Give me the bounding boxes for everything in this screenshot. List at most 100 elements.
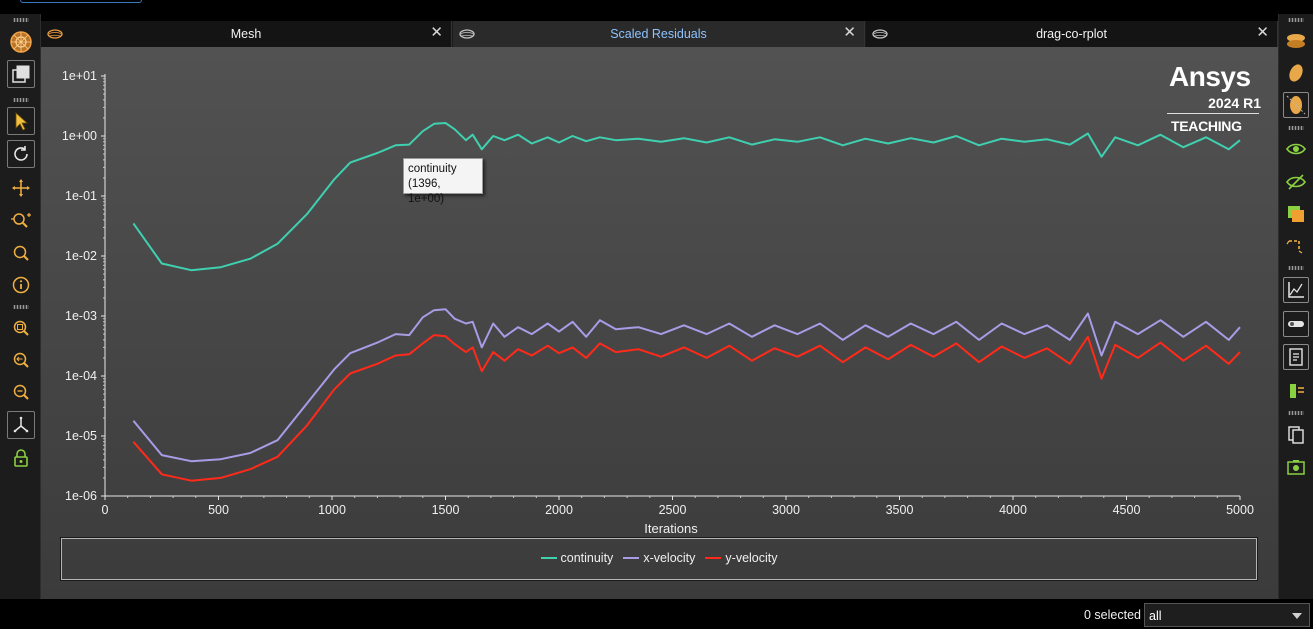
zoom-previous-icon[interactable]: [7, 346, 35, 374]
toolbar-grip[interactable]: [13, 98, 29, 102]
views-icon[interactable]: [7, 60, 35, 88]
lighting-icon[interactable]: [1283, 60, 1309, 86]
series-line-x-velocity: [132, 308, 1241, 463]
tab-label: Mesh: [230, 27, 262, 41]
snapshot-icon[interactable]: [1283, 454, 1309, 480]
axes-triad-icon[interactable]: [7, 411, 35, 439]
x-tick-label: 3000: [772, 503, 800, 517]
zoom-out-icon[interactable]: [7, 378, 35, 406]
report-icon[interactable]: [1283, 344, 1309, 370]
tab-label: Scaled Residuals: [610, 27, 707, 41]
x-tick-label: 0: [102, 503, 109, 517]
legend-label: y-velocity: [725, 551, 778, 565]
pan-icon[interactable]: [7, 174, 35, 202]
y-tick-label: 1e-05: [65, 429, 97, 443]
x-tick-label: 5000: [1226, 503, 1254, 517]
toolbar-grip[interactable]: [1288, 266, 1304, 270]
x-tick-label: 1500: [432, 503, 460, 517]
lock-icon[interactable]: [7, 444, 35, 472]
top-strip: [0, 0, 1313, 14]
clip-icon[interactable]: [1283, 233, 1309, 259]
residuals-chart[interactable]: 1e+01 1e+00 1e-01 1e-02 1e-03 1e-04 1e-05 1e-06…: [41, 47, 1278, 537]
status-bar: 0 selected all: [0, 599, 1313, 629]
series-line-continuity: [132, 122, 1241, 272]
chart-legend: continuity x-velocity y-velocity: [60, 537, 1258, 581]
selection-filter-select[interactable]: all: [1144, 603, 1310, 627]
chart-series: [132, 122, 1241, 482]
hide-icon[interactable]: [1283, 169, 1309, 195]
left-toolbar: [0, 14, 41, 599]
legend-item-y-velocity[interactable]: y-velocity: [705, 551, 778, 565]
toolbar-grip[interactable]: [1288, 126, 1304, 130]
legend-items: continuity x-velocity y-velocity: [62, 551, 1256, 565]
y-tick-label: 1e-06: [65, 489, 97, 503]
tooltip-coords: (1396, 1e+00): [408, 178, 445, 205]
display-orientation-icon[interactable]: [1283, 28, 1309, 54]
selection-count: 0 selected: [1084, 608, 1141, 622]
series-line-y-velocity: [132, 334, 1241, 482]
legend-swatch: [623, 553, 640, 563]
mesh-tab-icon: [47, 29, 63, 39]
tab-label: drag-co-rplot: [1036, 27, 1107, 41]
logo-rule: [1167, 113, 1259, 114]
legend-label: continuity: [560, 551, 614, 565]
x-tick-label: 1000: [318, 503, 346, 517]
shading-icon[interactable]: [1283, 92, 1309, 118]
legend-item-continuity[interactable]: continuity: [540, 551, 614, 565]
ribbon-tab-edge[interactable]: [20, 0, 142, 3]
close-icon[interactable]: ✕: [843, 23, 856, 41]
y-tick-label: 1e-02: [65, 249, 97, 263]
logo-version: 2024 R1: [1208, 95, 1261, 111]
legend-label: x-velocity: [643, 551, 696, 565]
mesh-display-icon[interactable]: [7, 28, 35, 56]
chevron-down-icon[interactable]: [1292, 613, 1302, 619]
layers-icon[interactable]: [1283, 201, 1309, 227]
probe-info-icon[interactable]: [7, 271, 35, 299]
graphics-options-icon[interactable]: [1283, 378, 1309, 404]
toolbar-grip[interactable]: [1288, 18, 1304, 22]
drag-plot-tab-icon: [872, 29, 888, 39]
zoom-to-fit-icon[interactable]: [7, 314, 35, 342]
y-tick-label: 1e-04: [65, 369, 97, 383]
residuals-plot-pane[interactable]: 1e+01 1e+00 1e-01 1e-02 1e-03 1e-04 1e-05 1e-06…: [41, 47, 1278, 599]
tooltip-series: continuity: [408, 163, 457, 175]
toolbar-grip[interactable]: [13, 18, 29, 22]
rotate-icon[interactable]: [7, 140, 35, 168]
x-tick-label: 2000: [545, 503, 573, 517]
legend-item-x-velocity[interactable]: x-velocity: [623, 551, 695, 565]
toolbar-grip[interactable]: [1288, 411, 1304, 415]
legend-swatch: [705, 553, 722, 563]
logo-brand: Ansys: [1169, 61, 1251, 92]
y-tick-label: 1e+01: [62, 69, 97, 83]
toolbar-grip[interactable]: [13, 305, 29, 309]
visibility-icon[interactable]: [1283, 136, 1309, 162]
copy-icon[interactable]: [1283, 422, 1309, 448]
x-tick-label: 4000: [999, 503, 1027, 517]
select-pointer-icon[interactable]: [7, 107, 35, 135]
data-tooltip: continuity (1396, 1e+00): [403, 158, 483, 205]
x-tick-label: 500: [208, 503, 229, 517]
x-tick-label: 3500: [886, 503, 914, 517]
y-tick-label: 1e-01: [65, 189, 97, 203]
zoom-in-out-icon[interactable]: [7, 206, 35, 234]
tab-scaled-residuals[interactable]: Scaled Residuals ✕: [453, 21, 865, 47]
close-icon[interactable]: ✕: [430, 23, 443, 41]
zoom-icon[interactable]: [7, 239, 35, 267]
x-axis-title: Iterations: [644, 521, 698, 536]
tab-mesh[interactable]: Mesh ✕: [41, 21, 452, 47]
chart-axes: 1e+01 1e+00 1e-01 1e-02 1e-03 1e-04 1e-05 1e-06…: [62, 69, 1254, 517]
toggle-icon[interactable]: [1283, 311, 1309, 337]
plot-axes-icon[interactable]: [1283, 277, 1309, 303]
selection-filter-value: all: [1149, 609, 1162, 623]
x-tick-label: 4500: [1113, 503, 1141, 517]
ansys-logo: Ansys 2024 R1 TEACHING: [1165, 61, 1265, 141]
close-icon[interactable]: ✕: [1256, 23, 1269, 41]
residuals-tab-icon: [459, 29, 475, 39]
right-toolbar: [1278, 14, 1313, 599]
y-tick-label: 1e-03: [65, 309, 97, 323]
logo-edition: TEACHING: [1171, 118, 1242, 134]
x-tick-label: 2500: [659, 503, 687, 517]
graphics-tab-bar: Mesh ✕ Scaled Residuals ✕ drag-co-rplot …: [41, 21, 1278, 47]
legend-swatch: [540, 553, 557, 563]
tab-drag-co-rplot[interactable]: drag-co-rplot ✕: [866, 21, 1278, 47]
